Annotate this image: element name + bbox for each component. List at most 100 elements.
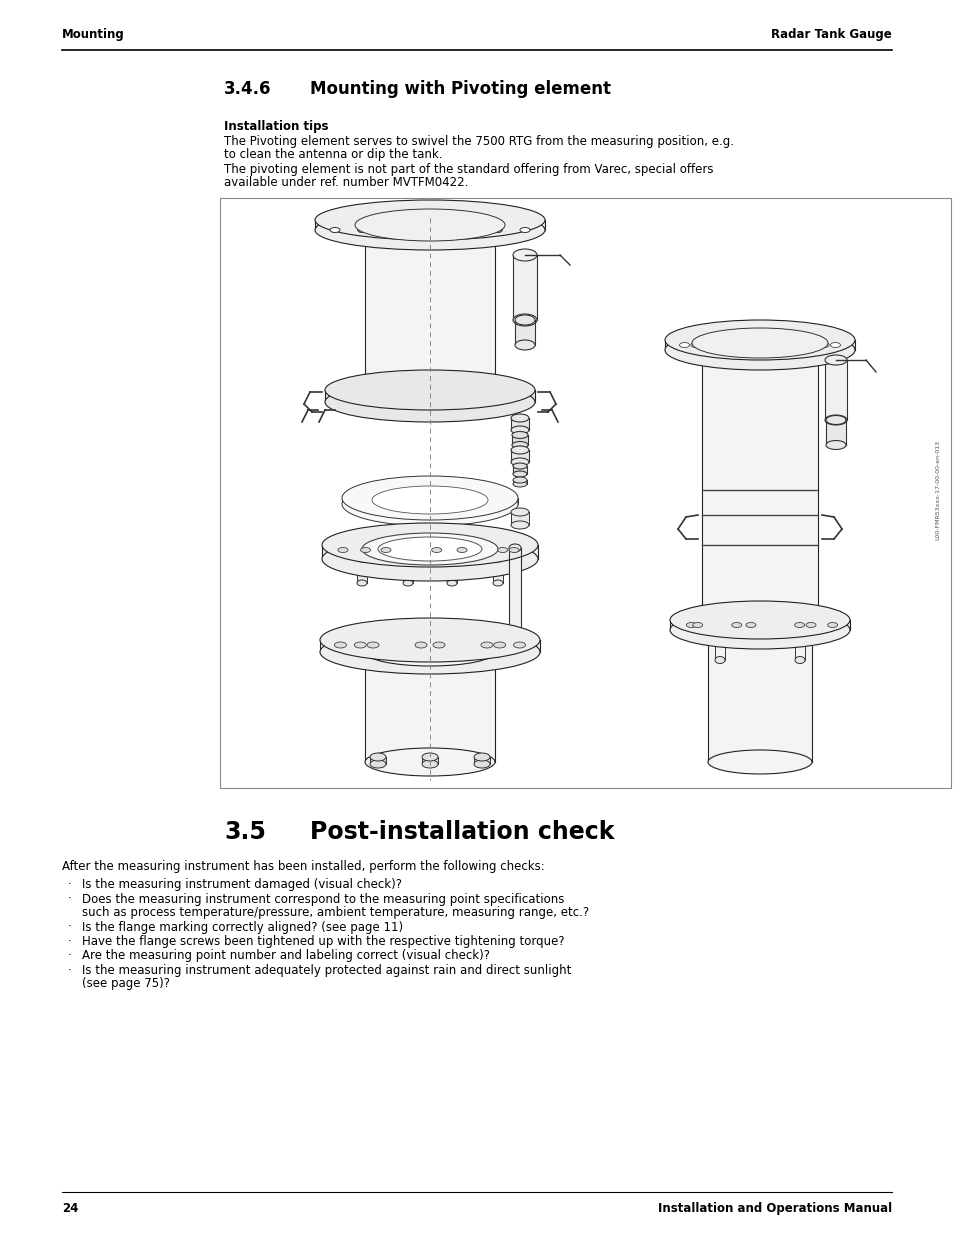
- Text: ·: ·: [68, 893, 71, 905]
- Ellipse shape: [480, 642, 493, 648]
- Text: such as process temperature/pressure, ambient temperature, measuring range, etc.: such as process temperature/pressure, am…: [82, 906, 589, 919]
- Text: Mounting: Mounting: [62, 28, 125, 41]
- Ellipse shape: [701, 606, 817, 634]
- Bar: [341, 498, 517, 504]
- Text: ·: ·: [68, 935, 71, 948]
- Ellipse shape: [769, 342, 780, 347]
- Ellipse shape: [402, 556, 413, 562]
- Ellipse shape: [474, 760, 490, 768]
- Ellipse shape: [314, 210, 544, 249]
- Ellipse shape: [515, 315, 535, 325]
- Text: (see page 75)?: (see page 75)?: [82, 977, 170, 990]
- Bar: [513, 480, 526, 484]
- Ellipse shape: [370, 760, 386, 768]
- Bar: [447, 559, 456, 583]
- Ellipse shape: [739, 342, 749, 347]
- Text: The pivoting element is not part of the standard offering from Varec, special of: The pivoting element is not part of the …: [224, 163, 713, 177]
- Ellipse shape: [447, 556, 456, 562]
- Ellipse shape: [679, 342, 689, 347]
- Ellipse shape: [669, 601, 849, 638]
- Text: ·: ·: [68, 920, 71, 934]
- Ellipse shape: [701, 337, 817, 363]
- Ellipse shape: [367, 642, 378, 648]
- Ellipse shape: [431, 547, 441, 552]
- Ellipse shape: [509, 547, 518, 552]
- Ellipse shape: [690, 342, 700, 347]
- Ellipse shape: [474, 753, 490, 761]
- Ellipse shape: [519, 227, 530, 232]
- Ellipse shape: [805, 622, 815, 627]
- Ellipse shape: [424, 227, 435, 232]
- Bar: [669, 620, 849, 630]
- Bar: [319, 640, 539, 652]
- Ellipse shape: [377, 537, 481, 561]
- Ellipse shape: [512, 431, 527, 438]
- Text: Is the measuring instrument damaged (visual check)?: Is the measuring instrument damaged (vis…: [82, 878, 401, 890]
- Ellipse shape: [824, 354, 846, 366]
- Bar: [824, 359, 846, 420]
- Bar: [474, 757, 490, 764]
- Bar: [493, 559, 502, 583]
- Ellipse shape: [370, 753, 386, 761]
- Ellipse shape: [664, 330, 854, 370]
- Ellipse shape: [509, 634, 520, 642]
- Ellipse shape: [511, 508, 529, 516]
- Ellipse shape: [511, 521, 529, 529]
- Text: Does the measuring instrument correspond to the measuring point specifications: Does the measuring instrument correspond…: [82, 893, 564, 905]
- Text: ·: ·: [68, 965, 71, 977]
- Ellipse shape: [325, 382, 535, 422]
- Ellipse shape: [511, 414, 529, 422]
- Bar: [402, 559, 413, 583]
- Bar: [325, 390, 535, 403]
- Ellipse shape: [827, 622, 837, 627]
- Bar: [314, 220, 544, 230]
- Text: Have the flange screws been tightened up with the respective tightening torque?: Have the flange screws been tightened up…: [82, 935, 564, 948]
- Ellipse shape: [319, 630, 539, 674]
- Bar: [365, 230, 495, 390]
- Text: Is the flange marking correctly aligned? (see page 11): Is the flange marking correctly aligned?…: [82, 920, 403, 934]
- Ellipse shape: [691, 329, 827, 358]
- Bar: [365, 652, 495, 762]
- Bar: [511, 513, 529, 525]
- Ellipse shape: [341, 475, 517, 520]
- Bar: [511, 417, 529, 430]
- Ellipse shape: [513, 471, 526, 477]
- Ellipse shape: [513, 480, 526, 487]
- Ellipse shape: [669, 611, 849, 650]
- Ellipse shape: [365, 216, 495, 245]
- Ellipse shape: [707, 750, 811, 774]
- Bar: [515, 320, 535, 345]
- Ellipse shape: [360, 547, 370, 552]
- Ellipse shape: [712, 342, 721, 347]
- Bar: [322, 545, 537, 559]
- Text: 24: 24: [62, 1202, 78, 1215]
- Ellipse shape: [512, 441, 527, 448]
- Ellipse shape: [354, 642, 366, 648]
- Ellipse shape: [424, 227, 435, 232]
- Bar: [707, 630, 811, 762]
- Bar: [714, 630, 724, 659]
- Ellipse shape: [511, 446, 529, 454]
- Bar: [794, 630, 804, 659]
- Ellipse shape: [731, 622, 740, 627]
- Ellipse shape: [825, 415, 845, 425]
- Bar: [421, 757, 437, 764]
- Text: ·: ·: [68, 950, 71, 962]
- Ellipse shape: [511, 426, 529, 433]
- Ellipse shape: [794, 622, 803, 627]
- Ellipse shape: [322, 537, 537, 580]
- Ellipse shape: [513, 463, 526, 469]
- Ellipse shape: [492, 227, 501, 232]
- Text: available under ref. number MVTFM0422.: available under ref. number MVTFM0422.: [224, 177, 468, 189]
- Text: Is the measuring instrument adequately protected against rain and direct sunligh: Is the measuring instrument adequately p…: [82, 965, 571, 977]
- Text: Mounting with Pivoting element: Mounting with Pivoting element: [310, 80, 610, 98]
- Text: Radar Tank Gauge: Radar Tank Gauge: [770, 28, 891, 41]
- Ellipse shape: [513, 642, 525, 648]
- Bar: [701, 350, 817, 620]
- Ellipse shape: [365, 748, 495, 776]
- Ellipse shape: [330, 227, 339, 232]
- Bar: [513, 466, 526, 474]
- Ellipse shape: [319, 618, 539, 662]
- Ellipse shape: [380, 547, 391, 552]
- Ellipse shape: [365, 375, 495, 404]
